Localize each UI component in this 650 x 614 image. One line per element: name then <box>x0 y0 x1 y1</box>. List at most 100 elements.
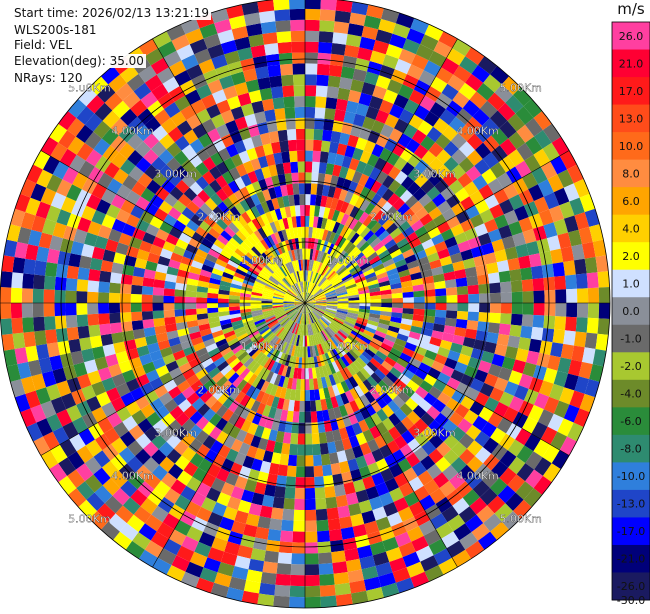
velocity-cell <box>333 281 344 289</box>
velocity-cell <box>553 218 568 236</box>
velocity-cell <box>357 47 373 61</box>
velocity-cell <box>196 297 208 303</box>
velocity-cell <box>301 357 305 369</box>
velocity-cell <box>259 271 270 280</box>
velocity-cell <box>310 323 316 335</box>
velocity-cell <box>54 303 66 317</box>
velocity-cell <box>257 516 271 529</box>
velocity-cell <box>257 77 271 90</box>
velocity-cell <box>305 299 316 303</box>
velocity-cell <box>241 317 254 324</box>
velocity-cell <box>445 310 458 319</box>
velocity-cell <box>477 56 497 75</box>
velocity-cell <box>349 193 360 206</box>
velocity-cell <box>58 130 76 149</box>
velocity-cell <box>305 150 313 162</box>
velocity-cell <box>364 272 377 280</box>
velocity-cell <box>76 445 94 464</box>
velocity-cell <box>452 497 470 515</box>
velocity-cell <box>326 303 338 305</box>
velocity-cell <box>11 317 24 334</box>
velocity-cell <box>399 352 412 363</box>
velocity-cell <box>298 183 305 195</box>
velocity-cell <box>138 38 158 57</box>
velocity-cell <box>419 213 433 226</box>
velocity-cell <box>268 406 277 419</box>
velocity-cell <box>246 23 263 37</box>
velocity-cell <box>144 74 163 92</box>
velocity-cell <box>54 276 67 291</box>
velocity-cell <box>323 312 335 320</box>
velocity-cell <box>163 379 178 392</box>
velocity-cell <box>465 514 484 533</box>
velocity-cell <box>256 322 268 331</box>
velocity-cell <box>420 135 436 151</box>
velocity-cell <box>269 246 278 258</box>
velocity-cell <box>164 399 178 413</box>
velocity-cell <box>243 255 255 265</box>
velocity-cell <box>344 402 354 415</box>
velocity-cell <box>240 241 252 252</box>
velocity-cell <box>543 192 560 210</box>
velocity-cell <box>167 126 184 143</box>
velocity-cell <box>500 281 512 293</box>
velocity-cell <box>43 316 56 331</box>
velocity-cell <box>385 387 398 401</box>
velocity-cell <box>65 303 77 316</box>
velocity-cell <box>377 364 390 376</box>
velocity-cell <box>375 350 388 361</box>
velocity-cell <box>515 160 532 178</box>
velocity-cell <box>135 157 152 173</box>
velocity-cell <box>319 442 329 455</box>
velocity-cell <box>326 339 335 351</box>
velocity-cell <box>295 335 300 346</box>
velocity-cell <box>245 273 257 281</box>
velocity-cell <box>468 303 480 313</box>
velocity-cell <box>458 82 477 100</box>
velocity-cell <box>271 197 280 210</box>
velocity-cell <box>245 385 256 398</box>
velocity-cell <box>115 82 134 101</box>
velocity-cell <box>100 521 120 540</box>
velocity-cell <box>247 220 258 233</box>
velocity-cell <box>428 448 444 464</box>
velocity-cell <box>314 308 324 315</box>
velocity-cell <box>319 573 335 586</box>
velocity-cell <box>288 355 294 367</box>
velocity-cell <box>319 331 327 342</box>
velocity-cell <box>428 538 447 556</box>
velocity-cell <box>204 197 218 211</box>
velocity-cell <box>334 582 351 596</box>
velocity-cell <box>447 514 466 532</box>
velocity-cell <box>392 567 411 583</box>
velocity-cell <box>305 295 314 303</box>
velocity-cell <box>406 526 424 542</box>
velocity-cell <box>229 341 242 351</box>
velocity-cell <box>424 303 436 310</box>
velocity-cell <box>65 290 77 303</box>
velocity-cell <box>274 9 291 22</box>
velocity-cell <box>412 187 427 201</box>
velocity-cell <box>66 404 82 422</box>
velocity-cell <box>291 272 298 284</box>
velocity-cell <box>518 400 534 417</box>
velocity-cell <box>300 281 304 293</box>
velocity-cell <box>299 270 303 282</box>
velocity-cell <box>347 134 359 148</box>
velocity-cell <box>385 371 399 384</box>
velocity-cell <box>197 318 210 326</box>
velocity-cell <box>165 360 179 373</box>
velocity-cell <box>369 50 386 65</box>
velocity-cell <box>334 316 345 323</box>
velocity-cell <box>345 316 357 323</box>
velocity-cell <box>272 324 282 334</box>
velocity-cell <box>446 303 458 311</box>
velocity-cell <box>285 307 296 313</box>
velocity-cell <box>325 430 335 443</box>
velocity-cell <box>478 184 494 200</box>
velocity-cell <box>310 194 317 206</box>
velocity-cell <box>358 354 370 365</box>
velocity-cell <box>215 417 228 431</box>
velocity-cell <box>343 256 354 267</box>
velocity-cell <box>130 293 142 303</box>
